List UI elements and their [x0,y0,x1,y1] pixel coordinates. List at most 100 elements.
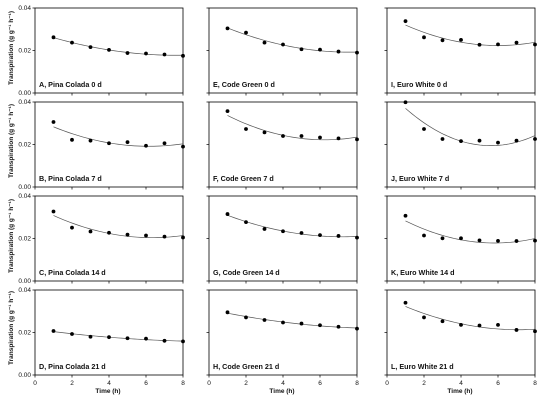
panel-g: G, Code Green 14 d [206,195,359,284]
data-point [459,236,463,241]
panel-label: L, Euro White 21 d [391,362,454,371]
data-point [244,220,248,225]
panel-a: 0.00 0.02 0.04 A, Pina Colada 0 d [18,5,185,97]
y-tick-label: 0.00 [18,278,31,285]
data-point [70,40,74,45]
x-tick-label: 8 [355,380,359,387]
y-tick-label: 0.04 [18,287,31,294]
data-point [355,50,359,55]
data-point [181,53,185,58]
data-point [225,26,230,31]
y-tick-label: 0.00 [18,90,31,97]
data-point [355,326,359,331]
y-axis-label: Transpiration (g g⁻¹ h⁻¹) [8,104,15,178]
data-point [514,239,519,243]
data-point [88,229,93,234]
data-point [281,320,285,325]
fitted-curve [405,306,536,331]
x-axis-label: Time (h) [95,388,120,395]
data-point [477,138,482,143]
data-point [336,136,341,141]
x-tick-label: 4 [107,380,111,387]
data-point [88,138,93,143]
data-point [181,144,185,149]
data-point [459,37,463,42]
x-axis-label: Time (h) [447,388,472,395]
data-point [496,238,500,243]
data-point [107,230,111,235]
data-point [262,227,267,231]
x-tick-label: 4 [459,380,463,387]
panel-f: F, Code Green 7 d [206,101,359,190]
fitted-curve [405,108,536,147]
y-tick-label: 0.02 [18,330,31,337]
data-point [162,52,167,57]
data-point [244,127,248,131]
x-tick-label: 4 [281,380,285,387]
data-point [162,141,167,146]
data-point [477,238,482,243]
panel-d: 0.00 0.02 0.04 0 2 4 6 8 D, Pina Colada 21 d [18,287,185,387]
panel-l: 0 2 4 6 8 L, Euro White 21 d [384,289,537,387]
data-point [262,318,267,322]
data-point [533,238,537,243]
fitted-curve [405,24,536,46]
y-axis-label: Transpiration (g g⁻¹ h⁻¹) [8,291,15,365]
data-point [440,38,445,43]
panel-label: C, Pina Colada 14 d [39,268,106,277]
panel-label: G, Code Green 14 d [213,268,280,277]
data-point [144,143,148,148]
x-tick-label: 2 [70,380,74,387]
data-point [336,49,341,54]
data-point [70,225,74,230]
panel-i: I, Euro White 0 d [384,7,537,96]
y-axis-label: Transpiration (g g⁻¹ h⁻¹) [8,199,15,273]
data-point [440,236,445,241]
panel-label: K, Euro White 14 d [391,268,455,277]
data-point [88,334,93,339]
x-tick-label: 0 [207,380,211,387]
data-point [281,229,285,234]
x-tick-label: 2 [422,380,426,387]
data-point [422,35,426,40]
data-point [459,139,463,144]
data-point [51,35,56,40]
fitted-curve [227,115,358,141]
data-point [299,321,304,326]
fitted-curve [227,214,358,238]
data-point [403,19,408,24]
x-axis-label: Time (h) [269,388,294,395]
panels-layer: 0.00 0.02 0.04 A, Pina Colada 0 d E, Code Gr… [18,5,537,387]
data-point [422,315,426,320]
data-point [244,315,248,320]
data-point [281,42,285,47]
data-point [318,135,322,140]
y-tick-label: 0.02 [18,142,31,149]
data-point [533,137,537,141]
panel-e: E, Code Green 0 d [206,7,359,96]
y-tick-label: 0.02 [18,236,31,243]
x-tick-label: 6 [144,380,148,387]
data-point [262,40,267,45]
data-point [107,141,111,146]
data-point [496,42,500,47]
y-tick-label: 0.04 [18,99,31,106]
data-point [162,338,167,343]
data-point [107,47,111,52]
data-point [318,47,322,52]
data-point [281,134,285,138]
panel-c: 0.00 0.02 0.04 C, Pina Colada 14 d [18,193,185,285]
data-point [355,137,359,142]
panel-j: J, Euro White 7 d [384,100,537,190]
data-point [225,310,230,315]
panel-label: F, Code Green 7 d [213,174,274,183]
panel-h: 0 2 4 6 8 H, Code Green 21 d [206,289,359,387]
data-point [403,300,408,305]
panel-b: 0.00 0.02 0.04 B, Pina Colada 7 d [18,99,185,191]
fitted-curve [227,312,358,329]
x-tick-label: 6 [318,380,322,387]
data-point [299,231,304,235]
panel-k: K, Euro White 14 d [384,195,537,284]
data-point [70,332,74,336]
data-point [422,127,426,131]
